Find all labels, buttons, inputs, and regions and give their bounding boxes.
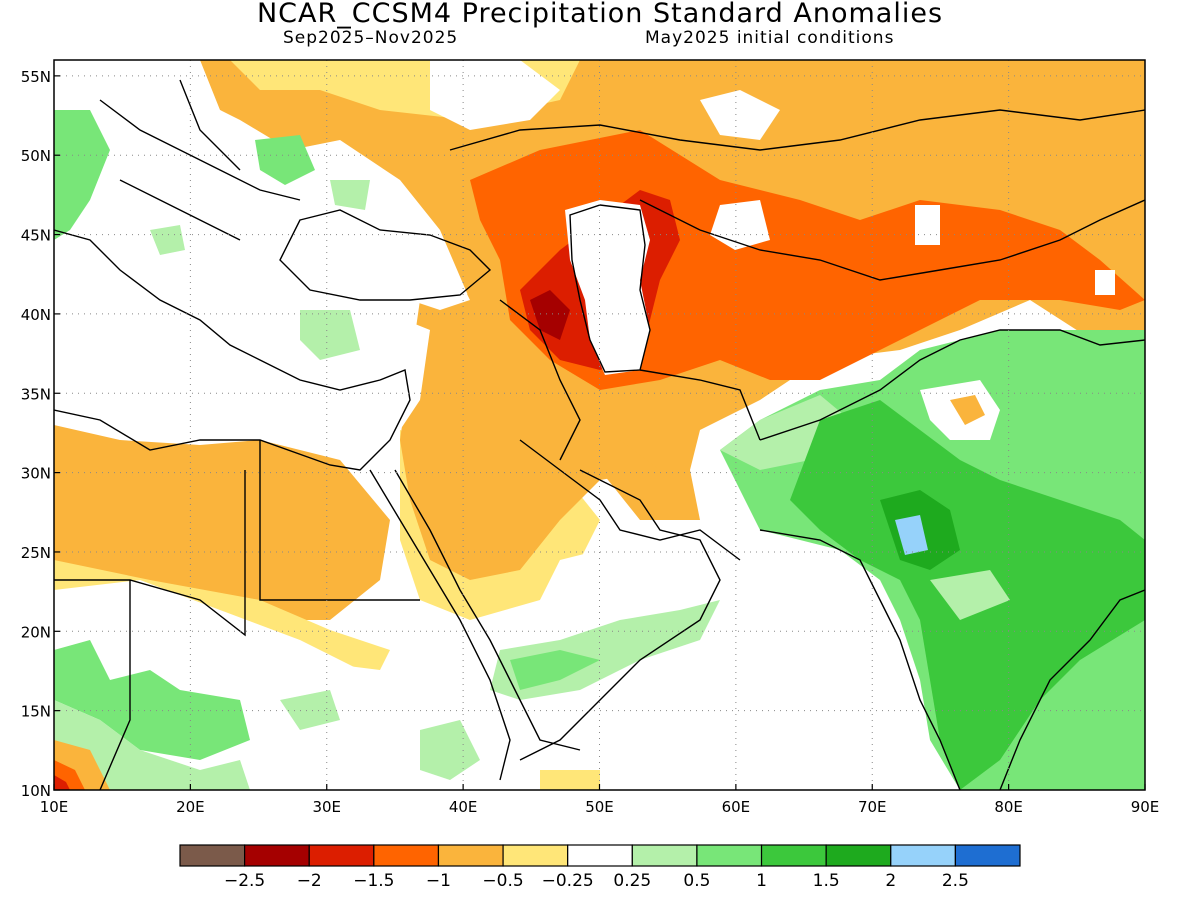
- persian-gulf-coast: [519, 439, 741, 561]
- legend-label: −2.5: [224, 871, 265, 891]
- legend-swatch: [954, 844, 1021, 867]
- kazakh-normal-patch: [710, 200, 770, 250]
- legend-swatch: [308, 844, 375, 867]
- black-sea-coast: [279, 209, 492, 301]
- turkey-wet-patch: [300, 310, 360, 360]
- sahel-wet-region: [54, 640, 250, 760]
- legend-swatch: [631, 844, 698, 867]
- gulf-of-guinea-extreme-dry-core: [54, 775, 70, 790]
- legend-swatch: [244, 844, 310, 867]
- lon-tick-label: 80E: [994, 798, 1023, 816]
- west-europe-wet-region: [54, 110, 110, 240]
- lon-tick-label: 30E: [312, 798, 341, 816]
- legend-label: −0.25: [542, 871, 594, 891]
- sahel-slight-wet-fringe: [54, 700, 250, 790]
- coastlines-and-borders: [54, 79, 1145, 790]
- lon-tick-label: 90E: [1131, 798, 1160, 816]
- legend-label: −2: [297, 871, 322, 891]
- lon-tick-label: 50E: [585, 798, 614, 816]
- lat-tick-label: 50N: [21, 147, 51, 165]
- lat-tick-label: 20N: [21, 623, 51, 641]
- india-west-coast: [759, 529, 961, 790]
- legend-label: 1.5: [813, 871, 840, 891]
- legend-label: −0.5: [482, 871, 523, 891]
- balkans-wet-patch: [255, 135, 315, 185]
- anatolia-wet-patch: [150, 225, 185, 255]
- mongolia-normal-patch: [915, 205, 940, 245]
- central-india-slight-wet-patch: [930, 570, 1010, 620]
- arabia-south-slight-dry-patch: [540, 770, 600, 790]
- legend-label: 1: [756, 871, 767, 891]
- caspian-extreme-dry-core: [530, 290, 570, 340]
- africa-borders: [54, 440, 420, 790]
- legend-label: 2.5: [942, 871, 969, 891]
- horn-africa-wet-patch: [420, 720, 480, 780]
- arabia-dry-region: [400, 290, 660, 580]
- longitude-labels: 10E 20E 30E 40E 50E 60E 70E 80E 90E: [40, 784, 1160, 816]
- russia-border: [449, 109, 1145, 151]
- central-asia-border: [639, 199, 1145, 281]
- legend-swatch: [890, 844, 956, 867]
- lon-tick-label: 70E: [858, 798, 887, 816]
- legend-label: 0.5: [683, 871, 710, 891]
- red-sea-coast-east: [394, 469, 581, 751]
- lat-tick-label: 10N: [21, 782, 51, 800]
- mediterranean-normal-region: [54, 240, 430, 440]
- legend-swatch: [437, 844, 504, 867]
- latitude-labels: 55N 50N 45N 40N 35N 30N 25N 20N 15N 10N: [21, 68, 60, 800]
- ukraine-wet-patch: [330, 180, 370, 210]
- north-interior-normal-region: [430, 60, 560, 130]
- lon-tick-label: 40E: [449, 798, 478, 816]
- legend-label: 2: [885, 871, 896, 891]
- legend-swatch: [373, 844, 440, 867]
- arabian-peninsula-coast: [519, 469, 721, 761]
- legend-label: −1: [426, 871, 451, 891]
- india-north-border: [759, 329, 1145, 441]
- siberia-normal-region: [700, 90, 780, 140]
- lat-tick-label: 30N: [21, 465, 51, 483]
- red-sea-coast: [369, 469, 511, 781]
- legend-swatch: [696, 844, 763, 867]
- legend-swatch: [825, 844, 892, 867]
- lon-tick-label: 60E: [722, 798, 751, 816]
- iran-border: [499, 299, 761, 461]
- lat-tick-label: 35N: [21, 385, 51, 403]
- initial-conditions-label: May2025 initial conditions: [645, 28, 895, 48]
- season-label: Sep2025–Nov2025: [283, 28, 459, 48]
- anomaly-field: [54, 60, 1145, 790]
- color-legend: −2.5 −2 −1.5 −1 −0.5 −0.25 0.25 0.5 1 1.5 2 2.5: [179, 844, 1021, 891]
- legend-swatch: [567, 844, 633, 867]
- legend-swatch: [179, 844, 246, 867]
- europe-borders: [99, 79, 301, 241]
- lon-tick-label: 10E: [40, 798, 69, 816]
- lat-tick-label: 15N: [21, 703, 51, 721]
- yemen-wet-core: [510, 650, 600, 690]
- legend-swatch: [502, 844, 569, 867]
- himalaya-dry-patch: [950, 395, 985, 425]
- lat-tick-label: 25N: [21, 544, 51, 562]
- ethiopia-wet-patch: [280, 690, 340, 730]
- lat-tick-label: 55N: [21, 68, 51, 86]
- arabian-sea-normal-region: [520, 520, 880, 790]
- caspian-sea-mask: [565, 200, 650, 375]
- india-east-coast: [999, 589, 1145, 790]
- lat-tick-label: 40N: [21, 306, 51, 324]
- far-east-normal-patch: [1095, 270, 1115, 295]
- legend-label: 0.25: [613, 871, 651, 891]
- legend-label: −1.5: [353, 871, 394, 891]
- mediterranean-coast: [54, 229, 411, 471]
- legend-swatch: [760, 844, 827, 867]
- lat-tick-label: 45N: [21, 227, 51, 245]
- lon-tick-label: 20E: [176, 798, 205, 816]
- india-peak-wet-spot: [895, 515, 928, 555]
- map-title: NCAR_CCSM4 Precipitation Standard Anomal…: [256, 0, 944, 29]
- north-africa-dry-region: [54, 425, 390, 620]
- caspian-coast: [569, 204, 651, 373]
